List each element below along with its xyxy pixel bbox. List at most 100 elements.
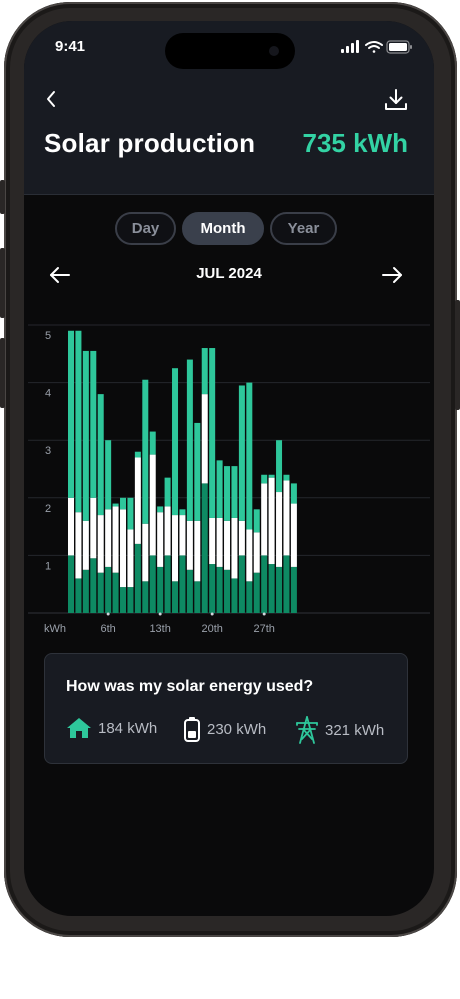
- bar-segment: [283, 555, 290, 613]
- bar-segment: [238, 520, 245, 556]
- page-title: Solar production: [44, 128, 256, 158]
- bar-segment: [224, 520, 231, 570]
- arrow-left-icon: [50, 267, 70, 283]
- bar-segment: [290, 503, 297, 567]
- usage-card: How was my solar energy used? 184 kWh 23…: [44, 653, 408, 764]
- bar-segment: [97, 394, 104, 516]
- bar-segment: [231, 466, 238, 518]
- x-tick-dot: [210, 612, 214, 616]
- total-production-value: 735 kWh: [302, 128, 409, 158]
- y-tick-label: 3: [45, 445, 51, 457]
- bar-segment: [179, 555, 186, 613]
- camera-dot: [269, 46, 279, 56]
- usage-card-title: How was my solar energy used?: [66, 678, 314, 695]
- bar-segment: [164, 477, 171, 507]
- next-month-button[interactable]: [380, 265, 404, 285]
- bar-segment: [142, 523, 149, 582]
- bar-segment: [290, 483, 297, 504]
- battery-status-icon: [386, 40, 412, 54]
- usage-home-value: 184 kWh: [98, 719, 158, 737]
- bar-segment: [253, 532, 260, 573]
- bar-segment: [164, 555, 171, 613]
- bar-segment: [82, 520, 89, 570]
- download-icon: [385, 89, 407, 110]
- cellular-signal-icon: [341, 40, 359, 53]
- bar-segment: [82, 350, 89, 521]
- bar-segment: [68, 555, 74, 613]
- bar-segment: [97, 572, 104, 613]
- x-tick-dot: [106, 612, 110, 616]
- bar-segment: [276, 440, 283, 493]
- bar-segment: [105, 440, 112, 510]
- home-icon: [67, 718, 91, 738]
- bar-segment: [90, 350, 97, 498]
- y-axis-unit-label: kWh: [44, 623, 66, 635]
- bar-segment: [261, 555, 268, 613]
- y-tick-label: 4: [45, 388, 51, 400]
- bar-segment: [134, 543, 141, 613]
- bar-segment: [149, 431, 156, 455]
- bar-segment: [268, 474, 275, 478]
- bar-segment: [216, 566, 223, 613]
- x-tick-label: 20th: [201, 623, 222, 635]
- solar-production-chart: 1 2 3 4 5 kWh 6th 13th 20th 27th: [28, 324, 430, 635]
- arrow-right-icon: [382, 267, 402, 283]
- bar-segment: [194, 520, 201, 582]
- x-tick-dot: [262, 612, 266, 616]
- bar-segment: [164, 506, 171, 556]
- bar-segment: [179, 515, 186, 556]
- status-time: 9:41: [55, 38, 86, 55]
- previous-month-button[interactable]: [48, 265, 72, 285]
- bar-segment: [268, 477, 275, 565]
- bar-segment: [283, 474, 290, 481]
- bar-segment: [142, 581, 149, 613]
- bar-segment: [112, 503, 119, 507]
- bar-segment: [68, 497, 74, 556]
- wifi-icon: [365, 41, 383, 53]
- x-tick-label: 27th: [253, 623, 274, 635]
- bar-segment: [201, 483, 208, 613]
- tab-day[interactable]: Day: [115, 212, 176, 245]
- bar-segment: [253, 572, 260, 613]
- volume-up-button: [0, 248, 5, 318]
- grid-tower-icon: [296, 716, 318, 744]
- bar-segment: [134, 451, 141, 458]
- bar-segment: [127, 587, 134, 613]
- bar-segment: [149, 454, 156, 556]
- bar-segment: [75, 330, 82, 513]
- bar-segment: [157, 506, 164, 513]
- bar-segment: [112, 506, 119, 573]
- battery-icon: [184, 717, 200, 742]
- download-button[interactable]: [382, 86, 410, 114]
- tab-month[interactable]: Month: [182, 212, 264, 245]
- month-label: JUL 2024: [196, 265, 262, 282]
- back-button[interactable]: [40, 87, 64, 111]
- bar-segment: [97, 515, 104, 573]
- bar-segment: [201, 394, 208, 484]
- bar-segment: [149, 555, 156, 613]
- bar-segment: [224, 466, 231, 521]
- bar-segment: [179, 509, 186, 516]
- bar-segment: [127, 529, 134, 588]
- bar-segment: [268, 564, 275, 613]
- usage-item-grid: 321 kWh: [295, 716, 384, 744]
- bar-segment: [75, 512, 82, 579]
- tab-year[interactable]: Year: [270, 212, 337, 245]
- dynamic-island: [165, 33, 295, 69]
- y-tick-label: 1: [45, 560, 51, 572]
- bar-segment: [194, 581, 201, 613]
- bar-segment: [105, 509, 112, 567]
- bar-segment: [172, 368, 179, 516]
- usage-item-home: 184 kWh: [66, 716, 157, 740]
- chevron-left-icon: [47, 91, 55, 107]
- usage-item-battery: 230 kWh: [183, 716, 266, 742]
- bar-segment: [283, 480, 290, 556]
- bar-segment: [261, 474, 268, 484]
- y-tick-label: 5: [45, 330, 51, 342]
- bar-segment: [120, 587, 127, 613]
- bar-segment: [231, 517, 238, 579]
- bar-segment: [201, 348, 208, 395]
- bar-segment: [209, 348, 216, 518]
- bar-segment: [186, 520, 193, 570]
- bar-segment: [246, 382, 253, 530]
